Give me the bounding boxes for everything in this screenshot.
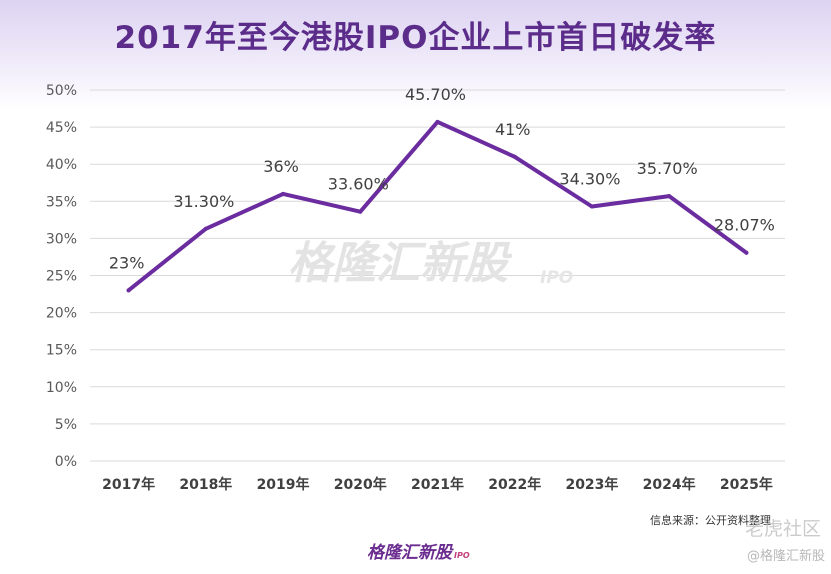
header-background <box>0 0 831 110</box>
y-tick-label: 45% <box>46 120 77 136</box>
data-label: 28.07% <box>714 216 775 235</box>
y-tick-label: 20% <box>46 306 77 322</box>
y-tick-label: 0% <box>55 454 77 470</box>
x-tick-label: 2020年 <box>334 476 387 493</box>
data-label: 45.70% <box>405 85 466 104</box>
y-tick-label: 5% <box>55 417 77 433</box>
brand-logo-text: 格隆汇新股 <box>367 543 452 563</box>
corner-watermark-sub: @格隆汇新股 <box>746 549 825 564</box>
chart-title: 2017年至今港股IPO企业上市首日破发率 <box>114 20 717 56</box>
data-label: 33.60% <box>328 175 389 194</box>
x-tick-label: 2024年 <box>643 476 696 493</box>
data-point <box>667 194 672 199</box>
y-tick-label: 25% <box>46 269 77 285</box>
y-tick-label: 15% <box>46 343 77 359</box>
data-point <box>126 288 131 293</box>
x-tick-label: 2019年 <box>257 476 310 493</box>
data-point <box>203 226 208 231</box>
x-tick-label: 2018年 <box>179 476 232 493</box>
data-point <box>358 209 363 214</box>
data-label: 36% <box>263 157 299 176</box>
y-tick-label: 35% <box>46 194 77 210</box>
x-tick-label: 2023年 <box>565 476 618 493</box>
source-note: 信息来源：公开资料整理 <box>650 514 771 527</box>
data-point <box>435 119 440 124</box>
brand-logo: 格隆汇新股 IPO <box>367 538 470 563</box>
data-point <box>744 250 749 255</box>
x-tick-label: 2017年 <box>102 476 155 493</box>
data-label: 34.30% <box>559 169 620 188</box>
data-point <box>281 191 286 196</box>
y-tick-label: 10% <box>46 380 77 396</box>
data-label: 35.70% <box>637 159 698 178</box>
brand-logo-suffix: IPO <box>454 551 470 560</box>
corner-watermark: 老虎社区 <box>744 518 821 540</box>
data-label: 41% <box>495 120 531 139</box>
x-tick-label: 2022年 <box>488 476 541 493</box>
data-point <box>512 154 517 159</box>
data-point <box>589 204 594 209</box>
y-tick-label: 30% <box>46 231 77 247</box>
data-label: 31.30% <box>173 192 234 211</box>
watermark-text: 格隆汇新股 <box>288 238 513 289</box>
x-tick-label: 2021年 <box>411 476 464 493</box>
data-label: 23% <box>109 253 145 272</box>
y-tick-label: 40% <box>46 157 77 173</box>
x-tick-label: 2025年 <box>720 476 773 493</box>
watermark-suffix: IPO <box>540 268 573 288</box>
y-tick-label: 50% <box>46 83 77 99</box>
